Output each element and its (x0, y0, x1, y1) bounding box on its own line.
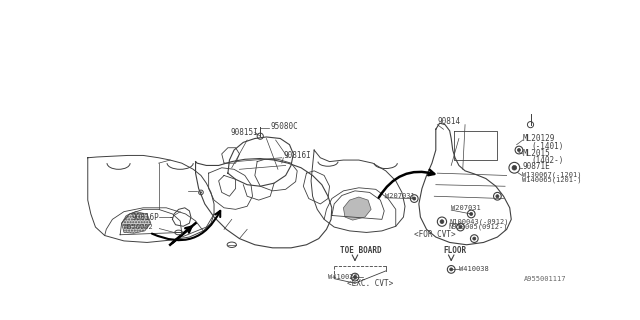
Circle shape (496, 195, 499, 198)
Text: 90871E: 90871E (522, 163, 550, 172)
Text: <EXC. CVT>: <EXC. CVT> (348, 279, 394, 288)
Text: N950005(0912-): N950005(0912-) (448, 224, 508, 230)
Circle shape (473, 237, 476, 240)
Circle shape (512, 165, 516, 170)
Text: W130067(-1201): W130067(-1201) (522, 172, 582, 178)
Text: N950002: N950002 (124, 224, 154, 230)
Circle shape (440, 220, 444, 224)
Polygon shape (122, 212, 151, 233)
Text: 90816I: 90816I (284, 151, 311, 160)
Text: <FOR CVT>: <FOR CVT> (414, 230, 456, 239)
Text: W140065(1201-): W140065(1201-) (522, 177, 582, 183)
Text: W410026: W410026 (328, 274, 358, 280)
Text: ML20129: ML20129 (523, 134, 555, 143)
Text: A955001117: A955001117 (524, 276, 566, 282)
Circle shape (459, 226, 462, 228)
Text: 90816P: 90816P (132, 212, 159, 221)
Text: W410038: W410038 (459, 266, 489, 272)
Circle shape (413, 197, 416, 200)
Text: N100043(-0912): N100043(-0912) (450, 219, 509, 225)
Polygon shape (344, 197, 371, 220)
Text: 90814: 90814 (437, 117, 460, 126)
Circle shape (353, 276, 356, 279)
Circle shape (450, 268, 452, 271)
Text: FLOOR: FLOOR (444, 246, 467, 255)
Text: (1402-): (1402-) (531, 156, 564, 164)
Text: W207031: W207031 (451, 205, 481, 211)
Text: 90815I: 90815I (230, 128, 258, 137)
Text: 95080C: 95080C (270, 123, 298, 132)
Text: ML2015: ML2015 (523, 148, 550, 158)
Circle shape (517, 148, 520, 152)
Circle shape (470, 212, 473, 215)
Circle shape (200, 192, 202, 193)
Text: (-1401): (-1401) (531, 142, 564, 151)
Text: TOE BOARD: TOE BOARD (340, 246, 381, 255)
Text: W207031: W207031 (385, 193, 415, 199)
